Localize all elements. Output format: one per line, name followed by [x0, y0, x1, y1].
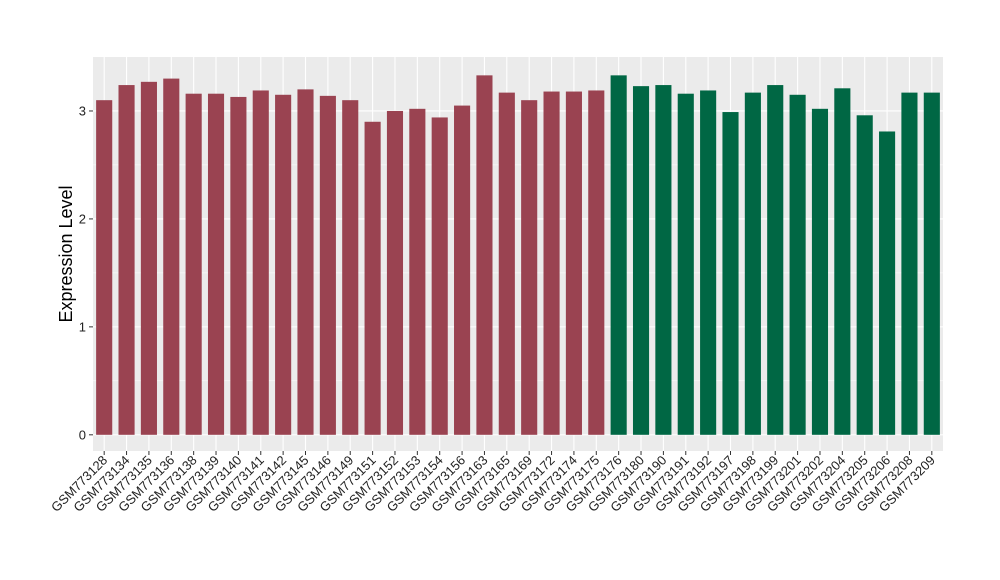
bar-GSM773202 — [811, 108, 829, 435]
bar-GSM773163 — [476, 75, 493, 435]
y-axis-title: Expression Level — [56, 185, 76, 322]
bar-GSM773128 — [96, 100, 113, 435]
bar-GSM773142 — [275, 94, 292, 435]
bar-GSM773197 — [722, 112, 739, 435]
bar-GSM773206 — [879, 131, 896, 435]
bar-GSM773175 — [588, 90, 605, 435]
bar-GSM773176 — [610, 75, 627, 435]
y-tick-label: 1 — [79, 319, 86, 334]
bar-GSM773134 — [118, 85, 135, 435]
y-tick-label: 0 — [79, 427, 86, 442]
bar-GSM773151 — [364, 121, 381, 435]
bar-GSM773180 — [632, 86, 650, 435]
bar-GSM773153 — [409, 108, 426, 435]
bar-GSM773174 — [565, 91, 582, 435]
bar-GSM773152 — [386, 110, 404, 435]
bar-GSM773208 — [901, 92, 918, 435]
y-tick-label: 3 — [79, 103, 86, 118]
bar-GSM773172 — [543, 91, 560, 435]
bar-GSM773146 — [319, 95, 336, 435]
bar-GSM773136 — [163, 78, 180, 435]
bar-GSM773191 — [677, 93, 694, 435]
bar-GSM773149 — [342, 100, 359, 435]
bar-GSM773204 — [834, 88, 851, 435]
bar-GSM773198 — [744, 92, 761, 435]
bars — [96, 75, 940, 435]
bar-GSM773145 — [297, 89, 314, 435]
bar-GSM773165 — [498, 92, 515, 435]
bar-GSM773135 — [140, 81, 157, 435]
y-tick-label: 2 — [79, 211, 86, 226]
bar-GSM773154 — [431, 117, 448, 435]
bar-GSM773169 — [521, 100, 538, 435]
bar-GSM773138 — [185, 93, 202, 435]
bar-GSM773139 — [207, 93, 225, 435]
bar-GSM773190 — [655, 85, 672, 435]
bar-GSM773156 — [454, 105, 471, 435]
bar-GSM773140 — [230, 96, 247, 435]
x-axis: GSM773128GSM773134GSM773135GSM773136GSM7… — [48, 451, 938, 515]
bar-GSM773209 — [923, 92, 940, 435]
bar-GSM773199 — [767, 85, 784, 435]
bar-GSM773201 — [789, 94, 806, 435]
bar-GSM773141 — [252, 90, 269, 435]
bar-GSM773192 — [700, 90, 717, 435]
bar-GSM773205 — [856, 115, 873, 435]
y-axis: 0 1 2 3 — [79, 103, 93, 442]
